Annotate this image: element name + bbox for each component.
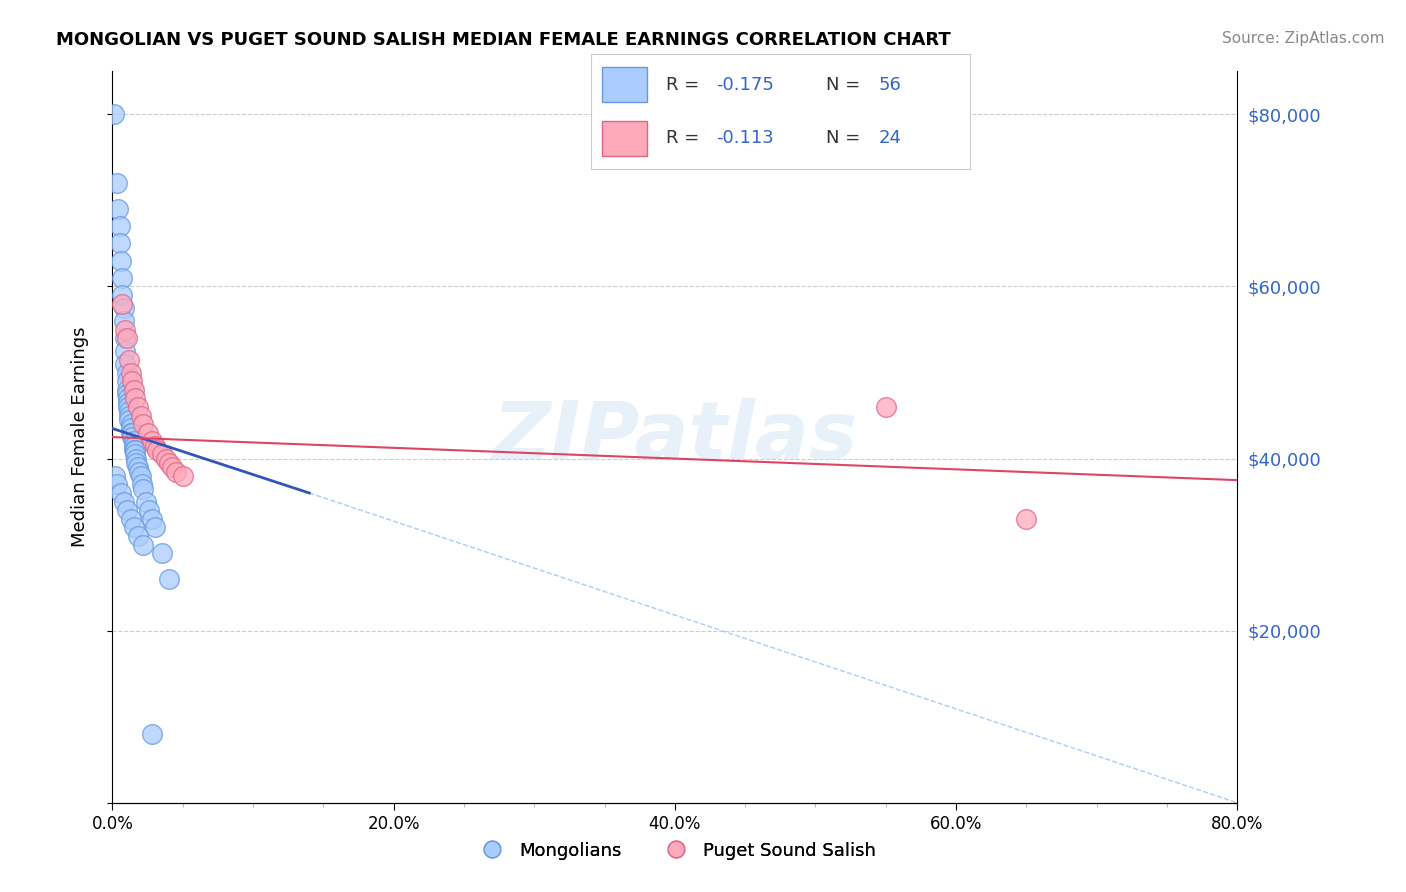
- Point: [146, 442, 169, 457]
- Point: [141, 512, 163, 526]
- Point: [131, 477, 153, 491]
- Point: [172, 468, 194, 483]
- Text: ZIPatlas: ZIPatlas: [492, 398, 858, 476]
- Point: [129, 409, 152, 423]
- Text: Source: ZipAtlas.com: Source: ZipAtlas.com: [1222, 31, 1385, 46]
- Point: [143, 439, 166, 453]
- Point: [117, 395, 139, 409]
- Text: 24: 24: [879, 129, 903, 147]
- Text: MONGOLIAN VS PUGET SOUND SALISH MEDIAN FEMALE EARNINGS CORRELATION CHART: MONGOLIAN VS PUGET SOUND SALISH MEDIAN F…: [56, 31, 950, 49]
- Point: [132, 417, 155, 432]
- Legend: Mongolians, Puget Sound Salish: Mongolians, Puget Sound Salish: [467, 835, 883, 867]
- Point: [157, 456, 180, 470]
- Point: [115, 366, 138, 380]
- Point: [136, 425, 159, 440]
- Point: [157, 572, 180, 586]
- Point: [132, 482, 155, 496]
- Point: [125, 456, 148, 470]
- Text: R =: R =: [666, 76, 706, 94]
- Point: [165, 465, 187, 479]
- Point: [120, 417, 142, 432]
- Point: [135, 494, 157, 508]
- Text: R =: R =: [666, 129, 706, 147]
- Point: [132, 538, 155, 552]
- Point: [124, 442, 146, 457]
- Point: [114, 357, 136, 371]
- Point: [121, 430, 143, 444]
- Point: [143, 520, 166, 534]
- Text: 56: 56: [879, 76, 901, 94]
- Point: [118, 352, 141, 367]
- Point: [111, 271, 134, 285]
- Point: [155, 451, 177, 466]
- Point: [122, 383, 145, 397]
- Point: [120, 421, 142, 435]
- Point: [105, 176, 128, 190]
- Point: [150, 447, 173, 461]
- Point: [141, 434, 163, 449]
- Point: [108, 219, 131, 234]
- Point: [1015, 512, 1038, 526]
- Point: [150, 546, 173, 560]
- Point: [120, 512, 142, 526]
- Point: [114, 322, 136, 336]
- Point: [129, 468, 152, 483]
- Text: -0.113: -0.113: [716, 129, 773, 147]
- Point: [107, 202, 129, 216]
- Point: [141, 727, 163, 741]
- Point: [112, 301, 135, 315]
- Point: [115, 331, 138, 345]
- Point: [114, 344, 136, 359]
- Point: [122, 434, 145, 449]
- Text: N =: N =: [825, 76, 866, 94]
- FancyBboxPatch shape: [602, 120, 647, 155]
- Point: [125, 451, 148, 466]
- Point: [114, 331, 136, 345]
- Point: [127, 460, 149, 475]
- FancyBboxPatch shape: [602, 68, 647, 103]
- Point: [117, 400, 139, 414]
- Point: [108, 236, 131, 251]
- Point: [160, 460, 183, 475]
- Point: [117, 392, 139, 406]
- Point: [124, 447, 146, 461]
- Point: [875, 400, 897, 414]
- Point: [112, 494, 135, 508]
- Point: [128, 465, 150, 479]
- Point: [112, 314, 135, 328]
- Point: [120, 425, 142, 440]
- Text: -0.175: -0.175: [716, 76, 773, 94]
- Point: [122, 520, 145, 534]
- Point: [127, 529, 149, 543]
- Point: [120, 366, 142, 380]
- Point: [110, 253, 132, 268]
- Point: [115, 503, 138, 517]
- Point: [105, 477, 128, 491]
- Point: [122, 442, 145, 457]
- Point: [121, 425, 143, 440]
- Point: [115, 383, 138, 397]
- Point: [118, 404, 141, 418]
- Point: [127, 400, 149, 414]
- Point: [111, 296, 134, 310]
- Text: N =: N =: [825, 129, 866, 147]
- Point: [104, 468, 127, 483]
- Point: [124, 392, 146, 406]
- Point: [118, 413, 141, 427]
- Point: [122, 439, 145, 453]
- Point: [115, 387, 138, 401]
- Point: [110, 486, 132, 500]
- Point: [111, 288, 134, 302]
- Point: [138, 503, 160, 517]
- Point: [115, 374, 138, 388]
- Point: [118, 409, 141, 423]
- Point: [103, 107, 125, 121]
- Y-axis label: Median Female Earnings: Median Female Earnings: [70, 326, 89, 548]
- Point: [121, 374, 143, 388]
